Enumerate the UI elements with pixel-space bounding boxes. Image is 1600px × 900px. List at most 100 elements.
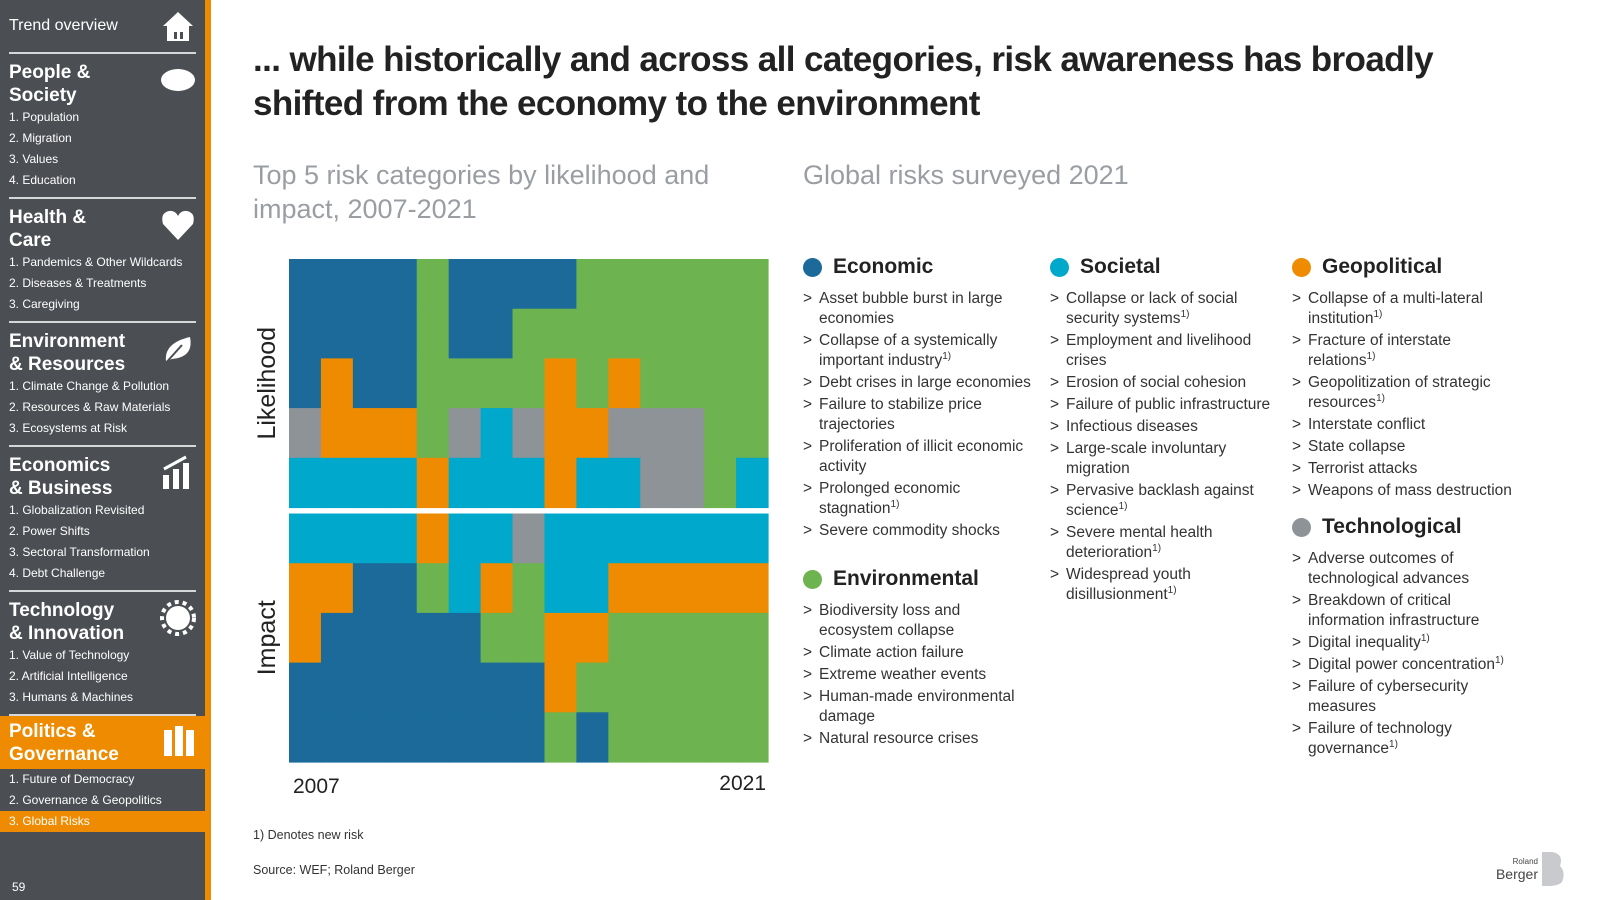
sidebar-section: Health & Care 1. Pandemics & Other Wildca… <box>9 199 196 323</box>
heat-cell <box>640 612 673 664</box>
page-number: 59 <box>12 880 26 894</box>
nav-item[interactable]: 1. Pandemics & Other Wildcards <box>9 255 183 269</box>
heat-cell <box>640 408 673 459</box>
risk-item: > State collapse <box>1292 437 1522 457</box>
section-title[interactable]: Technology & Innovation <box>9 600 125 644</box>
risk-name: Collapse or lack of social security syst… <box>1066 290 1238 327</box>
heat-cell <box>640 358 673 409</box>
risk-text: Prolonged economic stagnation1) <box>819 479 1033 519</box>
risk-name: Digital inequality <box>1308 634 1421 651</box>
risk-name: Human-made environmental damage <box>819 688 1015 725</box>
panel-label: Impact <box>253 600 281 675</box>
heat-cell <box>544 612 577 664</box>
risk-text: Biodiversity loss and ecosystem collapse <box>819 601 1033 641</box>
section-title[interactable]: Trend overview <box>9 17 118 34</box>
section-title[interactable]: Health & Care <box>9 207 87 251</box>
heat-cell <box>352 513 386 564</box>
risk-name: Collapse of a multi-lateral institution <box>1308 290 1483 327</box>
legend-header: Economic <box>803 255 1033 279</box>
nav-item[interactable]: 3. Global Risks <box>0 811 205 832</box>
risk-name: State collapse <box>1308 438 1406 455</box>
heat-cell <box>480 513 514 564</box>
risk-text: State collapse <box>1308 437 1405 457</box>
new-risk-note: 1) <box>1167 584 1177 596</box>
heat-cell <box>608 612 641 664</box>
heat-cell <box>320 662 354 713</box>
section-title[interactable]: Economics & Business <box>9 455 113 499</box>
heat-cell <box>704 712 737 763</box>
risk-text: Pervasive backlash against science1) <box>1066 481 1280 521</box>
nav-item[interactable]: 3. Ecosystems at Risk <box>9 421 128 435</box>
nav-item[interactable]: 1. Globalization Revisited <box>9 503 145 517</box>
heat-cell <box>576 563 609 614</box>
heat-cell <box>672 308 705 359</box>
nav-item[interactable]: 3. Humans & Machines <box>9 690 134 704</box>
section-items: 1. Climate Change & Pollution 2. Resource… <box>9 376 196 439</box>
heat-cell <box>352 408 386 459</box>
heat-cell <box>704 612 737 664</box>
risk-text: Widespread youth disillusionment1) <box>1066 565 1280 605</box>
risk-item: > Prolonged economic stagnation1) <box>803 479 1033 519</box>
risk-name: Geopolitization of strategic resources <box>1308 374 1491 411</box>
risk-text: Climate action failure <box>819 643 964 663</box>
nav-item[interactable]: 1. Value of Technology <box>9 648 130 662</box>
nav-item[interactable]: 2. Diseases & Treatments <box>9 276 147 290</box>
legend-header: Technological <box>1292 515 1522 539</box>
sidebar-section: Economics & Business 1. Globalization Rev… <box>9 447 196 592</box>
legend-dot <box>1050 257 1069 277</box>
list-marker: > <box>1292 592 1302 609</box>
nav-item[interactable]: 2. Power Shifts <box>9 524 90 538</box>
legend-dot <box>1292 257 1311 277</box>
heatmap: Likelihood Impact 2007 2021 <box>253 259 769 798</box>
heat-cell <box>672 662 705 713</box>
heat-cell <box>289 712 322 763</box>
nav-item[interactable]: 1. Population <box>9 110 80 124</box>
risk-name: Natural resource crises <box>819 730 979 747</box>
heat-cell <box>672 712 705 763</box>
section-title[interactable]: Environment & Resources <box>9 331 126 375</box>
legend-header: Geopolitical <box>1292 255 1522 279</box>
nav-item[interactable]: 3. Sectoral Transformation <box>9 545 150 559</box>
nav-item[interactable]: 4. Debt Challenge <box>9 566 106 580</box>
list-marker: > <box>1292 678 1302 695</box>
risk-text: Collapse of a multi-lateral institution1… <box>1308 289 1522 329</box>
heat-cell <box>289 259 322 310</box>
risk-text: Natural resource crises <box>819 729 978 749</box>
legend-group: Environmental > Biodiversity loss and ecos… <box>803 567 1033 749</box>
nav-item[interactable]: 2. Governance & Geopolitics <box>9 793 162 807</box>
heat-cell <box>544 662 577 713</box>
section-title[interactable]: People & Society <box>9 62 91 106</box>
nav-item[interactable]: 2. Migration <box>9 131 72 145</box>
nav-item[interactable]: 2. Artificial Intelligence <box>9 669 128 683</box>
list-marker: > <box>1292 438 1302 455</box>
list-marker: > <box>803 730 813 747</box>
legend-name: Technological <box>1322 515 1462 538</box>
nav-item[interactable]: 1. Future of Democracy <box>9 772 135 786</box>
legend-column: Societal > Collapse or lack of social secu… <box>1050 255 1280 607</box>
nav-item[interactable]: 3. Values <box>9 152 59 166</box>
list-marker: > <box>803 396 813 413</box>
heat-cell <box>384 563 418 614</box>
heat-cell <box>289 612 322 664</box>
heat-cell <box>672 513 705 564</box>
heat-cell <box>352 662 386 713</box>
heat-cell <box>480 563 514 614</box>
nav-item[interactable]: 3. Caregiving <box>9 297 80 311</box>
risk-text: Adverse outcomes of technological advanc… <box>1308 549 1522 589</box>
nav-item[interactable]: 2. Resources & Raw Materials <box>9 400 171 414</box>
new-risk-note: 1) <box>1376 392 1385 404</box>
new-risk-note: 1) <box>1389 738 1398 750</box>
list-marker: > <box>1292 290 1302 307</box>
risk-name: Severe commodity shocks <box>819 522 1000 539</box>
nav-item[interactable]: 4. Education <box>9 173 76 187</box>
list-marker: > <box>1050 396 1060 413</box>
new-risk-note: 1) <box>1366 350 1376 362</box>
chart-subtitle: Top 5 risk categories by likelihood and … <box>253 160 710 224</box>
list-marker: > <box>803 522 813 539</box>
heat-cell <box>544 712 577 763</box>
nav-item[interactable]: 1. Climate Change & Pollution <box>9 379 170 393</box>
section-title[interactable]: Politics & Governance <box>0 716 205 769</box>
heat-cell <box>480 358 514 409</box>
heat-cell <box>512 408 546 459</box>
risk-text: Weapons of mass destruction <box>1308 481 1512 501</box>
